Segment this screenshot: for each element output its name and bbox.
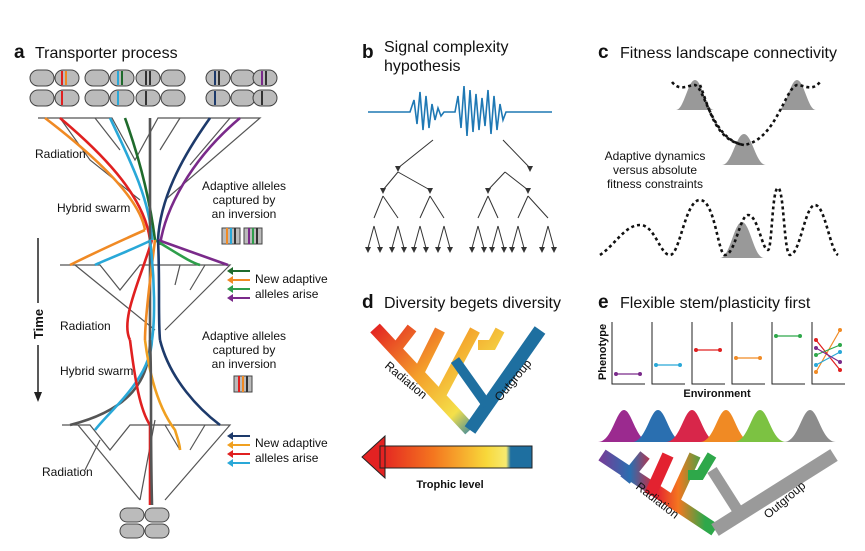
mini-plot-reactions: [614, 328, 842, 376]
panel-d-scale-label: Trophic level: [416, 479, 483, 491]
captured-1-line-2: captured by: [213, 193, 276, 207]
panel-c: c Fitness landscape connectivity Adaptiv…: [598, 42, 839, 258]
panel-a-title: Transporter process: [35, 45, 178, 62]
new-allele-arrows-2: [227, 432, 250, 467]
time-axis: Time: [30, 238, 46, 402]
panel-c-note-2: versus absolute: [613, 163, 697, 177]
panel-e-letter: e: [598, 292, 609, 313]
mini-plots: [611, 322, 845, 385]
new-allele-arrows-1: [227, 267, 250, 302]
captured-2-line-2: captured by: [213, 343, 276, 357]
stem-tree: [598, 449, 838, 536]
panel-a-letter: a: [14, 42, 25, 63]
panel-c-note-1: Adaptive dynamics: [605, 149, 706, 163]
new-alleles-2-line-2: alleles arise: [255, 451, 319, 465]
panel-e: e Flexible stem/plasticity first Phenoty…: [597, 292, 845, 536]
label-radiation-2: Radiation: [60, 319, 111, 333]
fitness-landscape-top: [670, 81, 822, 147]
panel-b-title-line-2: hypothesis: [384, 58, 461, 75]
panel-e-title: Flexible stem/plasticity first: [620, 295, 811, 312]
radiation-tree-1: [38, 117, 262, 201]
panel-b-title-line-1: Signal complexity: [384, 39, 509, 56]
lineages-3: [69, 339, 221, 506]
panel-e-ylabel: Phenotype: [597, 324, 609, 380]
time-label: Time: [31, 309, 46, 339]
label-hybrid-swarm-2: Hybrid swarm: [60, 364, 133, 378]
label-hybrid-swarm-1: Hybrid swarm: [57, 201, 130, 215]
fitness-landscape-bottom: [599, 186, 839, 257]
fitness-landscape-top-drop: [698, 84, 745, 147]
radiation-tree-2: [60, 264, 232, 331]
new-alleles-2-line-1: New adaptive: [255, 436, 328, 450]
radiation-tree-3: [62, 419, 232, 501]
panel-c-title: Fitness landscape connectivity: [620, 45, 837, 62]
new-alleles-1-line-2: alleles arise: [255, 287, 319, 301]
captured-2-line-1: Adaptive alleles: [202, 329, 286, 343]
panel-c-letter: c: [598, 42, 609, 63]
captured-1-line-3: an inversion: [212, 207, 277, 221]
tree-arrowheads: [365, 166, 557, 253]
panel-e-xlabel: Environment: [683, 388, 751, 400]
captured-alleles-2: Adaptive alleles captured by an inversio…: [202, 329, 286, 393]
time-arrow-icon: [34, 392, 42, 402]
new-alleles-1-line-1: New adaptive: [255, 272, 328, 286]
branching-tree: [367, 139, 555, 249]
panel-d-title: Diversity begets diversity: [384, 295, 561, 312]
panel-b-letter: b: [362, 42, 374, 63]
phenotype-distributions: [598, 410, 836, 442]
allele-bands-top: [61, 71, 267, 105]
panel-d-letter: d: [362, 292, 374, 313]
population-peaks-top: [676, 80, 816, 165]
captured-1-line-1: Adaptive alleles: [202, 179, 286, 193]
chromosome-pairs-top: [29, 69, 278, 107]
new-alleles-1: New adaptive alleles arise: [227, 267, 328, 302]
panel-d: d Diversity begets diversity Radiation O…: [361, 292, 561, 491]
chromosome-pairs-bottom: [119, 507, 170, 539]
lineages-1: [44, 116, 241, 246]
signal-waveform: [368, 85, 552, 137]
label-radiation-1: Radiation: [35, 147, 86, 161]
panel-a: a Transporter process: [14, 42, 328, 539]
captured-alleles-1: Adaptive alleles captured by an inversio…: [202, 179, 286, 245]
panel-b: b Signal complexity hypothesis: [362, 39, 557, 253]
trophic-arrow-head-icon: [362, 436, 385, 478]
diversity-tree: [370, 323, 546, 435]
population-peak-bottom: [720, 222, 764, 258]
label-radiation-3: Radiation: [42, 465, 93, 479]
lineages-2: [69, 228, 229, 341]
panel-c-note-3: fitness constraints: [607, 177, 703, 191]
trophic-arrow: [361, 434, 533, 480]
captured-2-line-3: an inversion: [212, 357, 277, 371]
new-alleles-2: New adaptive alleles arise: [227, 432, 328, 467]
